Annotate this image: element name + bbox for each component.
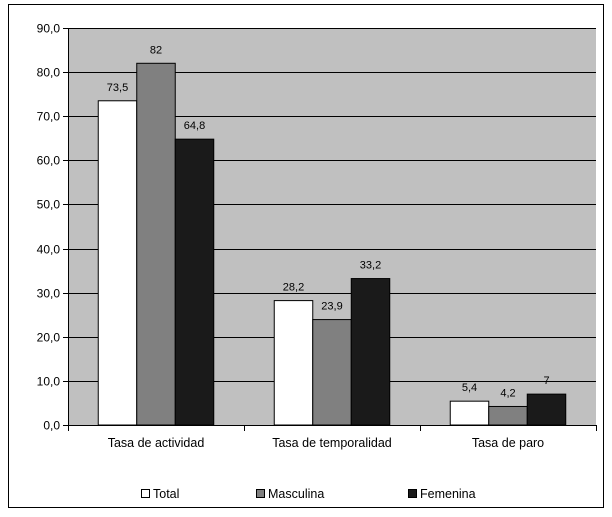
bar-femenina-1 — [174, 138, 215, 426]
data-labels: 73,5 82 64,8 28,2 23,9 33,2 5,4 4,2 7 — [107, 44, 550, 399]
legend-item-masculina: Masculina — [256, 487, 324, 501]
bar-femenina-3 — [526, 393, 567, 426]
x-axis: Tasa de actividad Tasa de temporalidad Tas… — [68, 425, 597, 450]
legend-swatch — [141, 489, 150, 498]
y-tick-label: 10,0 — [37, 375, 61, 389]
y-tick-label: 60,0 — [37, 154, 61, 168]
bar-total-3 — [449, 400, 490, 426]
bar-total-2 — [273, 300, 314, 426]
legend-item-total: Total — [141, 487, 179, 501]
y-tick-label: 80,0 — [37, 66, 61, 80]
y-tick-label: 0,0 — [43, 419, 60, 433]
data-label: 4,2 — [500, 387, 515, 399]
data-label: 82 — [150, 44, 162, 56]
bar-masculina-3 — [488, 405, 528, 426]
data-label: 23,9 — [321, 301, 342, 313]
x-tick-label: Tasa de paro — [472, 436, 544, 450]
y-tick-label: 50,0 — [37, 198, 61, 212]
legend: Total Masculina Femenina — [141, 487, 476, 501]
x-tick-label: Tasa de actividad — [108, 436, 205, 450]
y-tick-label: 20,0 — [37, 331, 61, 345]
data-label: 64,8 — [184, 120, 205, 132]
bar-femenina-2 — [350, 278, 391, 426]
legend-label: Femenina — [420, 487, 476, 501]
y-tick-label: 90,0 — [37, 22, 61, 36]
data-label: 28,2 — [283, 282, 304, 294]
legend-swatch — [256, 489, 265, 498]
bar-masculina-2 — [312, 319, 352, 426]
bars — [97, 62, 567, 426]
y-axis: 0,0 10,0 20,0 30,0 40,0 50,0 60,0 70,0 80,0 90,0 — [37, 22, 69, 433]
legend-item-femenina: Femenina — [408, 487, 476, 501]
legend-label: Masculina — [268, 487, 324, 501]
y-tick-label: 30,0 — [37, 287, 61, 301]
data-label: 7 — [543, 375, 549, 387]
data-label: 73,5 — [107, 82, 128, 94]
x-tick-label: Tasa de temporalidad — [272, 436, 392, 450]
legend-label: Total — [153, 487, 179, 501]
legend-swatch — [408, 489, 417, 498]
data-label: 33,2 — [360, 260, 381, 272]
bar-total-1 — [97, 100, 138, 426]
data-label: 5,4 — [462, 382, 477, 394]
y-tick-label: 40,0 — [37, 243, 61, 257]
bar-masculina-1 — [136, 62, 176, 426]
y-tick-label: 70,0 — [37, 110, 61, 124]
